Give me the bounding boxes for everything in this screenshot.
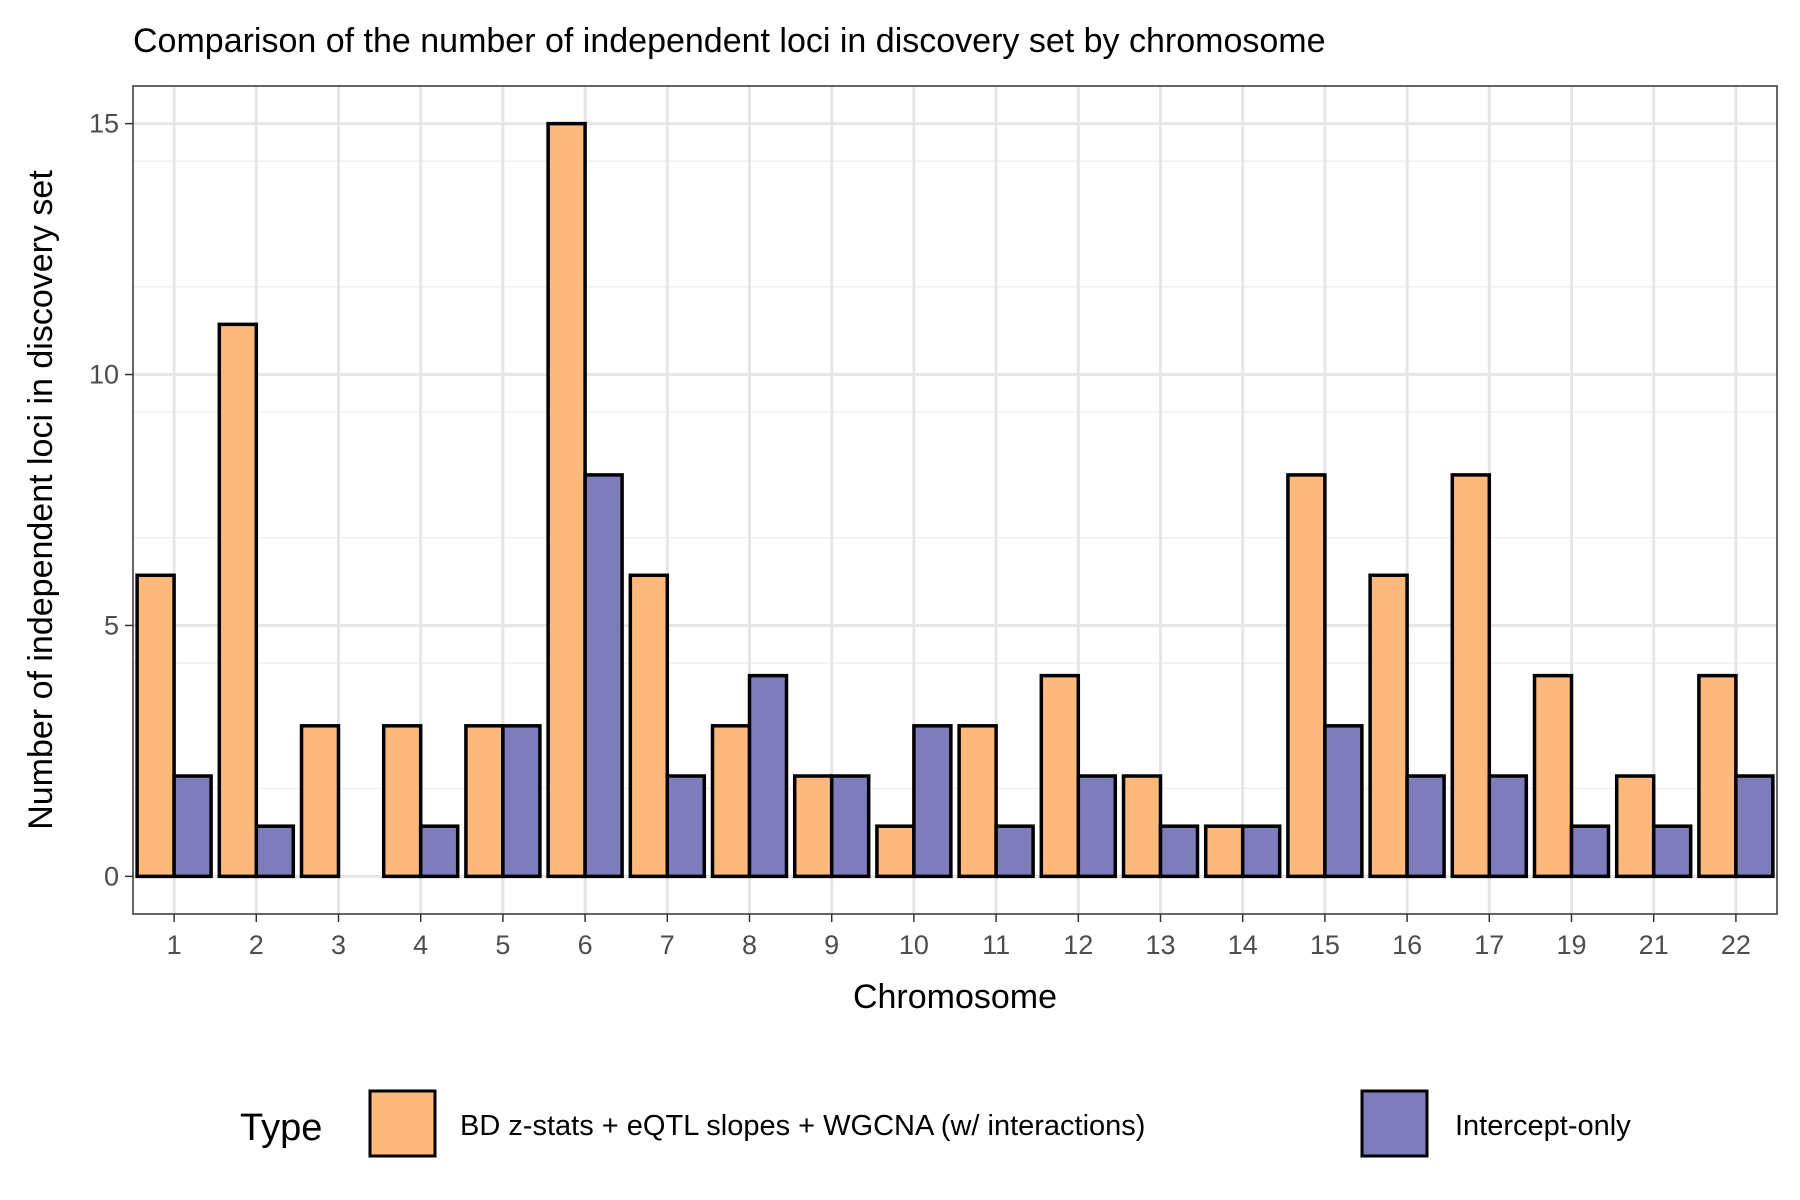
bar-intercept-only-chr-2: [254, 824, 296, 879]
x-tick-label: 19: [1556, 930, 1586, 960]
x-tick-label: 1: [167, 930, 182, 960]
bar-intercept-only-chr-16: [1405, 774, 1446, 879]
bar-intercept-only-chr-19: [1569, 824, 1611, 879]
legend-swatch-series-2: [1360, 1089, 1429, 1158]
bar-bd-combined-chr-19: [1532, 673, 1574, 879]
x-axis-title: Chromosome: [853, 978, 1057, 1016]
x-axis: 1 2 3 4 5 6 7 8 9 10 11 12 13 14 15 16 17 19 21 22: [167, 914, 1751, 960]
legend: Type BD z-stats + eQTL slopes + WGCNA (w…: [240, 1089, 1631, 1158]
x-tick-label: 17: [1474, 930, 1504, 960]
bar-bd-combined-chr-13: [1121, 774, 1163, 879]
y-axis-title: Number of independent loci in discovery …: [22, 170, 60, 830]
legend-label-series-2: Intercept-only: [1455, 1110, 1631, 1142]
x-tick-label: 21: [1639, 930, 1669, 960]
chart-title: Comparison of the number of independent …: [133, 22, 1326, 60]
bar-intercept-only-chr-9: [829, 774, 871, 879]
x-tick-label: 9: [824, 930, 839, 960]
bar-bd-combined-chr-3: [299, 724, 341, 879]
legend-title: Type: [240, 1107, 322, 1149]
x-tick-label: 11: [982, 930, 1010, 960]
legend-swatch-series-1: [368, 1089, 437, 1158]
bar-bd-combined-chr-21: [1614, 774, 1656, 879]
bar-bd-combined-chr-14: [1203, 824, 1245, 879]
x-tick-label: 6: [578, 930, 593, 960]
bar-bd-combined-chr-11: [957, 724, 998, 879]
bar-bd-combined-chr-17: [1450, 473, 1492, 879]
x-tick-label: 7: [660, 930, 675, 960]
bar-intercept-only-chr-11: [994, 824, 1035, 879]
bar-bd-combined-chr-15: [1286, 473, 1327, 879]
bar-bd-combined-chr-12: [1039, 673, 1081, 879]
bar-bd-combined-chr-2: [217, 322, 259, 879]
x-tick-label: 22: [1721, 930, 1751, 960]
x-tick-label: 13: [1145, 930, 1175, 960]
bar-intercept-only-chr-17: [1487, 774, 1529, 879]
bar-bd-combined-chr-4: [381, 724, 423, 879]
bar-bd-combined-chr-6: [546, 121, 587, 879]
x-tick-label: 8: [742, 930, 757, 960]
bar-bd-combined-chr-22: [1697, 673, 1738, 879]
bar-bd-combined-chr-7: [628, 573, 670, 879]
bar-intercept-only-chr-4: [418, 824, 460, 879]
bar-intercept-only-chr-15: [1323, 724, 1364, 879]
bar-intercept-only-chr-1: [172, 774, 213, 879]
x-tick-label: 16: [1392, 930, 1422, 960]
bar-intercept-only-chr-5: [501, 724, 542, 879]
y-tick-label: 0: [104, 861, 119, 891]
x-tick-label: 5: [495, 930, 510, 960]
bar-bd-combined-chr-5: [464, 724, 505, 879]
bar-intercept-only-chr-22: [1734, 774, 1775, 879]
bar-intercept-only-chr-6: [583, 473, 624, 879]
x-tick-label: 14: [1228, 930, 1258, 960]
x-tick-label: 10: [899, 930, 929, 960]
plot-panel: [133, 86, 1777, 914]
plot-background: [133, 86, 1777, 914]
y-tick-label: 5: [104, 610, 119, 640]
x-tick-label: 3: [331, 930, 346, 960]
y-axis: 0 5 10 15: [89, 109, 133, 891]
bars: [135, 121, 1775, 879]
legend-label-series-1: BD z-stats + eQTL slopes + WGCNA (w/ int…: [460, 1110, 1145, 1142]
bar-intercept-only-chr-8: [747, 673, 789, 879]
y-tick-label: 15: [89, 109, 119, 139]
plot-border: [132, 85, 1778, 915]
bar-bd-combined-chr-9: [792, 774, 834, 879]
bar-intercept-only-chr-10: [912, 724, 953, 879]
x-tick-label: 12: [1063, 930, 1093, 960]
x-tick-label: 4: [413, 930, 428, 960]
bar-bd-combined-chr-16: [1368, 573, 1409, 879]
bar-intercept-only-chr-12: [1076, 774, 1118, 879]
x-tick-label: 2: [249, 930, 264, 960]
bar-intercept-only-chr-13: [1158, 824, 1200, 879]
bar-intercept-only-chr-21: [1651, 824, 1693, 879]
bar-intercept-only-chr-7: [665, 774, 707, 879]
bar-bd-combined-chr-8: [710, 724, 752, 879]
bar-bd-combined-chr-10: [875, 824, 916, 879]
bar-intercept-only-chr-14: [1240, 824, 1282, 879]
x-tick-label: 15: [1310, 930, 1340, 960]
bar-bd-combined-chr-1: [135, 573, 176, 879]
y-tick-label: 10: [89, 360, 119, 390]
